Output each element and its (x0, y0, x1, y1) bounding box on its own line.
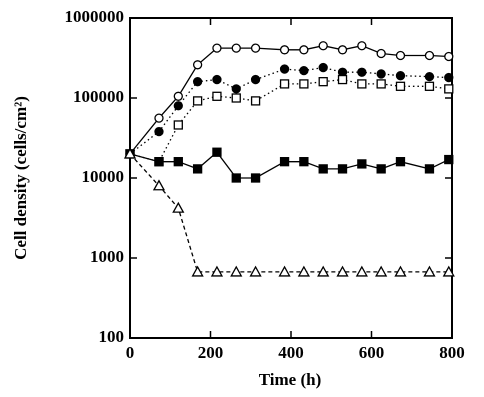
point (212, 74, 222, 85)
point (278, 265, 291, 277)
point (376, 48, 386, 59)
x-tick-label: 600 (359, 343, 385, 362)
point (424, 81, 435, 91)
series-line (129, 78, 449, 163)
point (250, 43, 261, 53)
point (376, 69, 386, 79)
point (279, 64, 290, 74)
point (192, 77, 203, 87)
y-tick-label: 100000 (73, 87, 124, 106)
point (357, 67, 367, 77)
point (336, 265, 349, 277)
point (299, 45, 309, 55)
series-line (129, 153, 449, 273)
point (424, 50, 435, 61)
point (231, 43, 241, 53)
point (318, 41, 328, 51)
point (337, 45, 348, 55)
point (337, 164, 348, 174)
point (318, 62, 328, 73)
point (444, 154, 454, 165)
point (173, 101, 183, 111)
point (172, 201, 185, 213)
point (423, 265, 436, 277)
point (250, 74, 261, 85)
point (154, 126, 164, 137)
point (318, 164, 328, 174)
point (192, 60, 203, 70)
point (299, 157, 309, 167)
point (154, 157, 164, 167)
y-tick-label: 1000 (90, 247, 124, 266)
series-line (129, 151, 450, 179)
point (231, 173, 241, 183)
point (337, 74, 348, 85)
point (173, 157, 183, 167)
x-axis-label: Time (h) (259, 370, 322, 389)
point (394, 265, 407, 277)
point (299, 79, 309, 89)
point (279, 79, 290, 89)
point (318, 77, 328, 87)
point (376, 79, 386, 89)
point (444, 84, 454, 94)
point (395, 50, 406, 61)
point (212, 91, 222, 101)
point (375, 265, 388, 277)
point (212, 147, 222, 157)
x-tick-label: 0 (126, 343, 135, 362)
x-tick-label: 400 (278, 343, 304, 362)
point (442, 265, 455, 277)
point (173, 91, 183, 101)
point (192, 96, 203, 106)
point (395, 157, 406, 167)
point (357, 79, 367, 89)
x-tick-label: 800 (439, 343, 465, 362)
point (357, 159, 367, 169)
point (317, 265, 330, 277)
point (279, 45, 290, 55)
point (355, 265, 368, 277)
point (191, 265, 204, 277)
series-line (129, 45, 449, 155)
y-axis-label: Cell density (cells/cm²) (11, 96, 30, 260)
point (357, 41, 367, 51)
point (376, 164, 386, 174)
point (395, 81, 406, 91)
point (212, 43, 222, 53)
y-tick-label: 10000 (82, 167, 125, 186)
point (395, 71, 406, 81)
point (152, 179, 166, 191)
point (250, 173, 261, 183)
point (210, 265, 224, 277)
series-line (129, 66, 449, 155)
y-tick-label: 100 (99, 327, 125, 346)
point (250, 96, 261, 106)
point (231, 84, 241, 94)
point (173, 120, 183, 130)
point (154, 113, 164, 123)
point (297, 265, 310, 277)
point (192, 164, 203, 174)
y-tick-label: 1000000 (65, 7, 125, 26)
point (424, 164, 435, 174)
point (424, 71, 435, 82)
point (249, 265, 262, 277)
point (231, 93, 241, 103)
point (279, 157, 290, 167)
point (230, 265, 243, 277)
point (123, 147, 137, 159)
point (444, 72, 454, 83)
x-tick-label: 200 (198, 343, 224, 362)
plot-frame (129, 17, 453, 339)
point (444, 51, 454, 62)
point (299, 65, 309, 76)
